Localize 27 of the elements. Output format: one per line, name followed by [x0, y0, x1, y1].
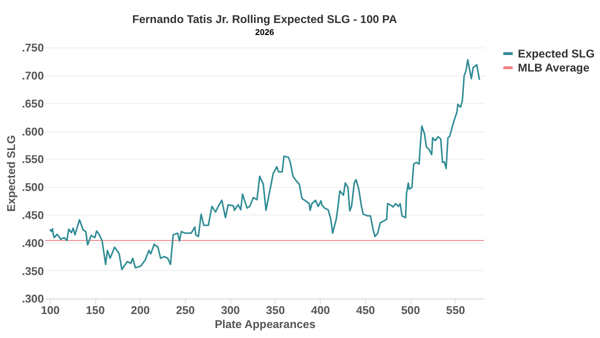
x-tick-label: 450: [356, 304, 375, 317]
y-tick-label: .700: [22, 70, 44, 83]
x-tick-label: 200: [130, 304, 150, 317]
y-tick-label: .500: [22, 182, 44, 194]
chart-title: Fernando Tatis Jr. Rolling Expected SLG - 100 PA: [132, 14, 398, 26]
x-tick-label: 300: [220, 304, 240, 317]
y-axis-title: Expected SLG: [6, 134, 18, 212]
legend-label: Expected SLG: [518, 48, 595, 60]
y-tick-label: .550: [22, 154, 44, 166]
x-tick-label: 500: [401, 304, 420, 317]
line-series: [49, 58, 480, 270]
y-tick-label: .750: [22, 42, 44, 55]
y-tick-label: .350: [22, 266, 44, 278]
chart-subtitle: 2026: [255, 27, 274, 38]
x-tick-label: 100: [40, 304, 60, 317]
y-tick-label: .450: [22, 210, 44, 222]
legend-label: MLB Average: [518, 62, 590, 75]
x-tick-label: 250: [176, 304, 195, 317]
y-tick-label: .300: [22, 294, 44, 306]
x-tick-label: 350: [266, 304, 285, 317]
x-tick-label: 550: [446, 304, 466, 317]
y-tick-label: .650: [22, 98, 44, 110]
x-axis-title: Plate Appearances: [214, 319, 316, 332]
x-tick-label: 400: [311, 304, 330, 317]
x-tick-label: 150: [86, 304, 105, 317]
y-tick-label: .400: [22, 238, 44, 250]
y-tick-label: .600: [22, 126, 44, 138]
